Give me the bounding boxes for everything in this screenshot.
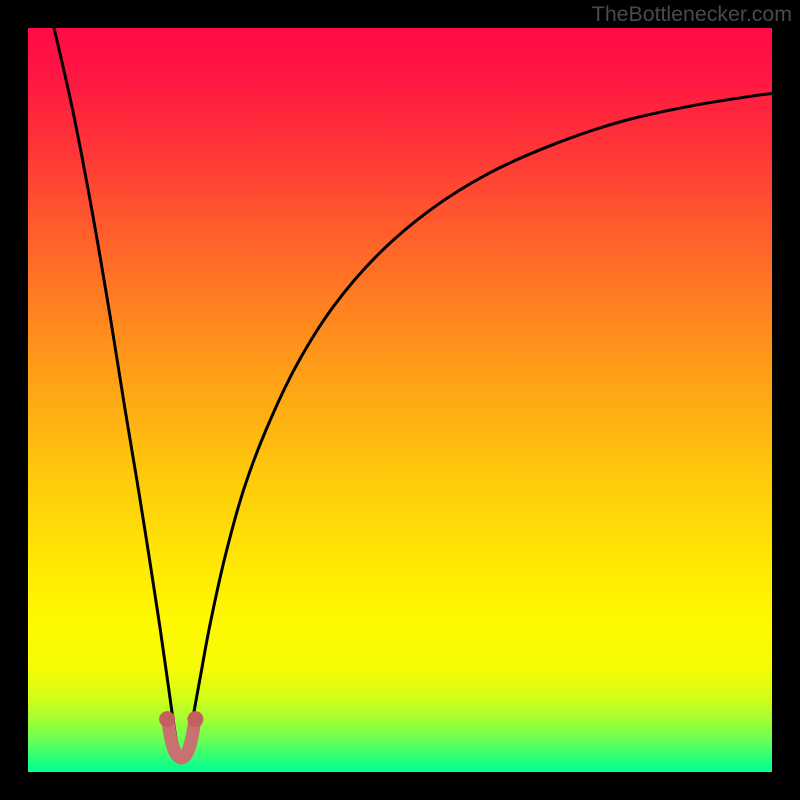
curves-svg: [28, 28, 772, 772]
attribution-text[interactable]: TheBottlenecker.com: [592, 2, 792, 27]
chart-container: TheBottlenecker.com: [0, 0, 800, 800]
marker-dot: [159, 711, 175, 727]
left-curve: [54, 28, 180, 753]
marker-arc: [168, 721, 195, 758]
plot-area: [28, 28, 772, 772]
marker-dots: [159, 711, 203, 727]
marker-dot: [187, 711, 203, 727]
right-curve: [184, 93, 772, 753]
